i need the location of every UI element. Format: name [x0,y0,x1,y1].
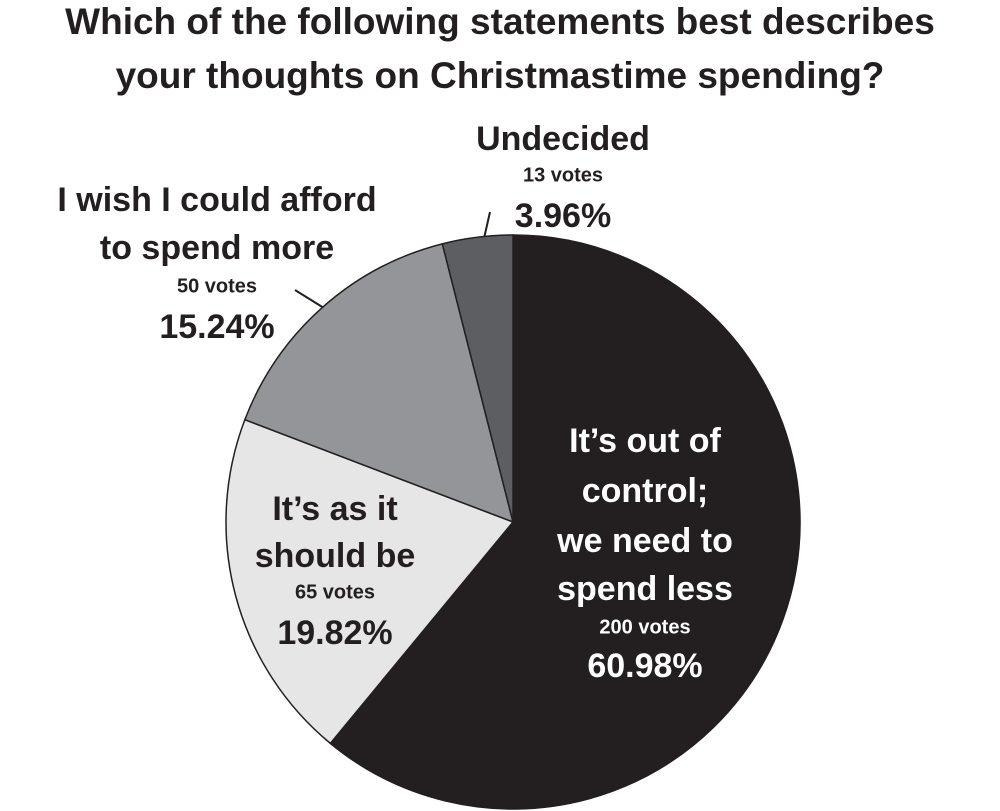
vote-label: 50 votes [177,275,257,297]
slice-label: control; [582,472,709,510]
pie-slice [441,234,514,523]
slice-label: It’s out of [569,422,721,460]
pie-slice [329,234,801,810]
value-label: 19.82% [277,614,392,652]
slice-label: I wish I could afford [57,181,376,219]
value-label: 15.24% [159,308,274,346]
slice-label: we need to [556,522,733,560]
pie-slice [225,418,515,745]
slice-label: Undecided [476,120,650,158]
chart-title: your thoughts on Christmastime spending? [116,55,885,96]
slice-label: It’s as it [272,490,397,528]
pie-slice [243,242,515,524]
slice-label: should be [255,537,416,575]
slice-label: spend less [557,570,733,608]
vote-label: 65 votes [295,581,375,603]
value-label: 60.98% [587,647,702,685]
vote-label: 13 votes [523,164,603,186]
vote-label: 200 votes [599,616,690,638]
chart-title: Which of the following statements best d… [65,1,935,42]
value-label: 3.96% [515,197,611,235]
slice-label: to spend more [100,229,334,267]
